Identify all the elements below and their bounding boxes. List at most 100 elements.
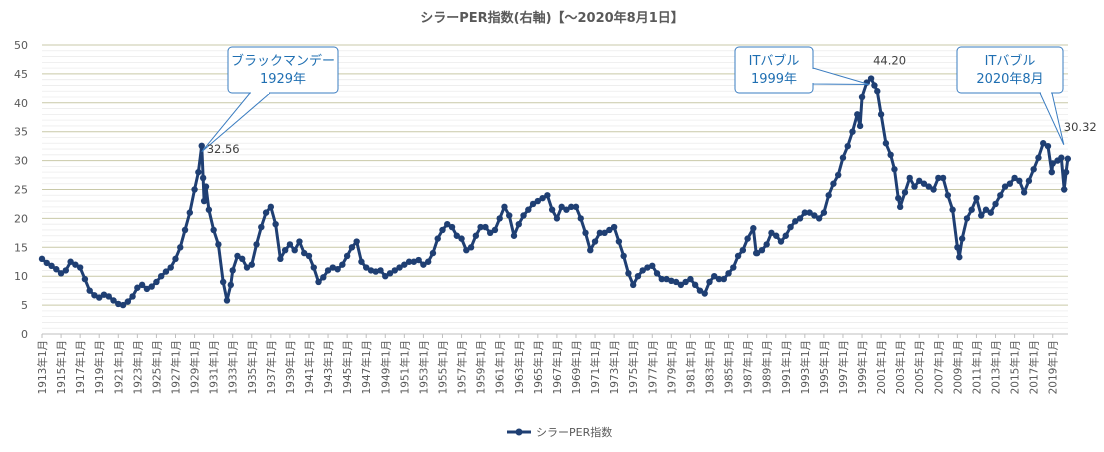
- data-point: [1020, 189, 1028, 196]
- data-point: [734, 252, 742, 260]
- data-point: [62, 267, 70, 274]
- data-point: [701, 290, 708, 297]
- data-point: [515, 220, 522, 228]
- data-point: [653, 270, 661, 277]
- data-point: [386, 270, 394, 277]
- data-point: [396, 264, 403, 271]
- x-tick-label: 1989年1月: [761, 340, 774, 394]
- data-point: [854, 111, 861, 118]
- x-tick-label: 1939年1月: [284, 340, 297, 394]
- data-point: [539, 194, 546, 202]
- data-point: [496, 215, 503, 222]
- data-point: [291, 246, 298, 254]
- x-tick-label: 1921年1月: [112, 340, 125, 394]
- data-point: [501, 203, 508, 211]
- data-point: [239, 255, 246, 263]
- data-point: [1035, 154, 1042, 161]
- data-point: [844, 142, 851, 150]
- data-point: [978, 212, 985, 219]
- data-point: [867, 75, 875, 82]
- data-point: [153, 278, 160, 286]
- data-point: [202, 183, 210, 190]
- data-point: [262, 209, 270, 216]
- data-point: [186, 209, 193, 216]
- data-point: [463, 246, 470, 254]
- data-point: [920, 180, 928, 187]
- x-tick-label: 1997年1月: [837, 340, 850, 394]
- data-point: [227, 281, 234, 289]
- x-tick-label: 1913年1月: [36, 340, 49, 394]
- callout-text: 1929年: [260, 72, 306, 87]
- data-point: [895, 194, 902, 202]
- data-point: [820, 209, 828, 216]
- x-tick-label: 1941年1月: [303, 340, 316, 394]
- data-point: [110, 297, 117, 304]
- x-tick-label: 1953年1月: [417, 340, 430, 394]
- x-tick-label: 1975年1月: [627, 340, 640, 394]
- x-tick-label: 1977年1月: [646, 340, 659, 394]
- data-point: [758, 246, 766, 254]
- data-point: [620, 252, 627, 260]
- x-tick-label: 2015年1月: [1009, 340, 1022, 394]
- callout-box: [227, 46, 339, 94]
- data-point: [825, 192, 832, 199]
- x-tick-label: 1991年1月: [780, 340, 793, 394]
- data-point: [591, 238, 599, 245]
- x-tick-label: 1917年1月: [74, 340, 87, 394]
- data-point: [835, 171, 842, 179]
- data-point: [891, 166, 898, 173]
- x-tick-label: 2017年1月: [1028, 340, 1041, 394]
- x-axis: 1913年1月 1915年1月 1917年1月 1919年1月 1921年1月 1923年…: [36, 333, 1068, 394]
- data-point: [181, 226, 189, 234]
- data-point: [177, 244, 184, 251]
- legend-label: シラーPER指数: [536, 425, 612, 439]
- data-point: [1049, 160, 1056, 167]
- x-tick-label: 1957年1月: [456, 340, 469, 394]
- y-tick-label: 40: [14, 97, 28, 110]
- callout-text: ブラックマンデー: [231, 53, 335, 69]
- data-point: [367, 267, 375, 274]
- callout-text: ITバブル: [749, 53, 800, 69]
- y-tick-label: 0: [21, 328, 28, 341]
- data-point: [634, 273, 642, 280]
- x-tick-label: 1945年1月: [341, 340, 354, 394]
- data-point: [219, 278, 227, 286]
- data-point: [711, 273, 718, 280]
- data-point: [243, 264, 251, 271]
- data-point: [167, 264, 174, 271]
- data-point: [1030, 166, 1037, 173]
- y-tick-label: 45: [14, 68, 28, 81]
- data-point: [874, 88, 881, 95]
- data-point: [949, 206, 956, 213]
- data-point: [529, 200, 537, 208]
- annotations: ブラックマンデー 1929年 32.56 ITバブル 1999年 44.20 ITバブル 20…: [201, 46, 1097, 156]
- data-point: [1060, 186, 1068, 193]
- data-point: [753, 249, 761, 257]
- data-point: [601, 229, 608, 237]
- data-point: [315, 278, 322, 286]
- x-tick-label: 2011年1月: [970, 340, 983, 394]
- data-point: [730, 264, 737, 271]
- x-tick-label: 1943年1月: [322, 340, 335, 394]
- x-tick-label: 2013年1月: [990, 340, 1003, 394]
- x-tick-label: 1949年1月: [379, 340, 392, 394]
- data-point: [777, 238, 785, 245]
- data-point: [582, 229, 589, 237]
- data-point: [691, 281, 699, 289]
- data-point: [334, 266, 341, 273]
- chart-title: シラーPER指数(右軸)【～2020年8月1日】: [420, 10, 684, 26]
- data-point: [871, 82, 878, 89]
- data-point: [672, 278, 680, 286]
- data-point: [806, 209, 813, 216]
- data-point: [639, 267, 646, 274]
- x-tick-label: 1967年1月: [551, 340, 564, 394]
- data-point: [272, 220, 279, 228]
- data-point: [658, 275, 665, 283]
- data-point: [563, 206, 570, 213]
- y-tick-label: 5: [21, 299, 28, 312]
- y-tick-label: 50: [14, 39, 28, 52]
- x-tick-label: 1971年1月: [589, 340, 602, 394]
- y-tick-label: 15: [14, 241, 28, 254]
- legend: シラーPER指数: [507, 425, 612, 439]
